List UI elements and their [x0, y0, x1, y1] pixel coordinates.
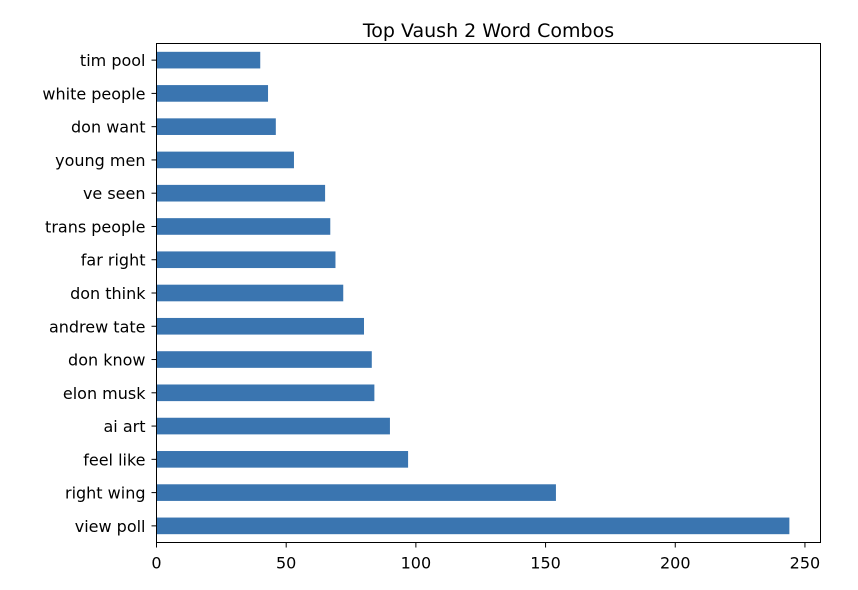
y-tick-label: feel like: [83, 450, 145, 469]
bar-tim-pool: [156, 51, 261, 69]
bar-white-people: [156, 85, 269, 102]
y-tick-label: trans people: [45, 217, 145, 236]
bar-view-poll: [156, 517, 790, 535]
y-tick-label: elon musk: [63, 384, 146, 403]
plot-frame: [156, 43, 821, 543]
x-axis: 0 50 100 150 200 250: [151, 542, 821, 573]
bar-ai-art: [156, 417, 390, 435]
bar-elon-musk: [156, 384, 375, 402]
x-tick-label: 100: [401, 554, 432, 573]
bar-andrew-tate: [156, 317, 364, 335]
bar-feel-like: [156, 451, 409, 468]
x-tick-label: 200: [660, 554, 691, 573]
x-tick-label: 50: [276, 554, 296, 573]
y-tick-label: ai art: [104, 417, 146, 436]
y-tick-label: ve seen: [83, 184, 146, 203]
bar-don-think: [156, 284, 344, 302]
bar-don-know: [156, 351, 372, 368]
bars-layer: [156, 51, 790, 535]
bar-young-men: [156, 151, 294, 169]
y-axis: view poll right wing feel like ai art elon m…: [42, 51, 157, 536]
bar-trans-people: [156, 218, 331, 235]
y-tick-label: tim pool: [80, 51, 146, 70]
y-tick-label: andrew tate: [49, 317, 146, 336]
x-tick-label: 0: [151, 554, 161, 573]
x-tick-label: 150: [530, 554, 561, 573]
chart-title: Top Vaush 2 Word Combos: [362, 20, 614, 42]
y-tick-label: don think: [70, 284, 146, 303]
bar-right-wing: [156, 484, 556, 501]
y-tick-label: white people: [42, 84, 145, 103]
x-tick-label: 250: [790, 554, 821, 573]
y-tick-label: don know: [68, 351, 145, 370]
bar-far-right: [156, 251, 336, 269]
y-tick-label: view poll: [75, 517, 146, 536]
y-tick-label: far right: [81, 251, 146, 270]
y-tick-label: right wing: [65, 484, 146, 503]
y-tick-label: young men: [55, 151, 145, 170]
bar-ve-seen: [156, 184, 326, 202]
bar-don-want: [156, 118, 276, 135]
y-tick-label: don want: [71, 118, 145, 137]
